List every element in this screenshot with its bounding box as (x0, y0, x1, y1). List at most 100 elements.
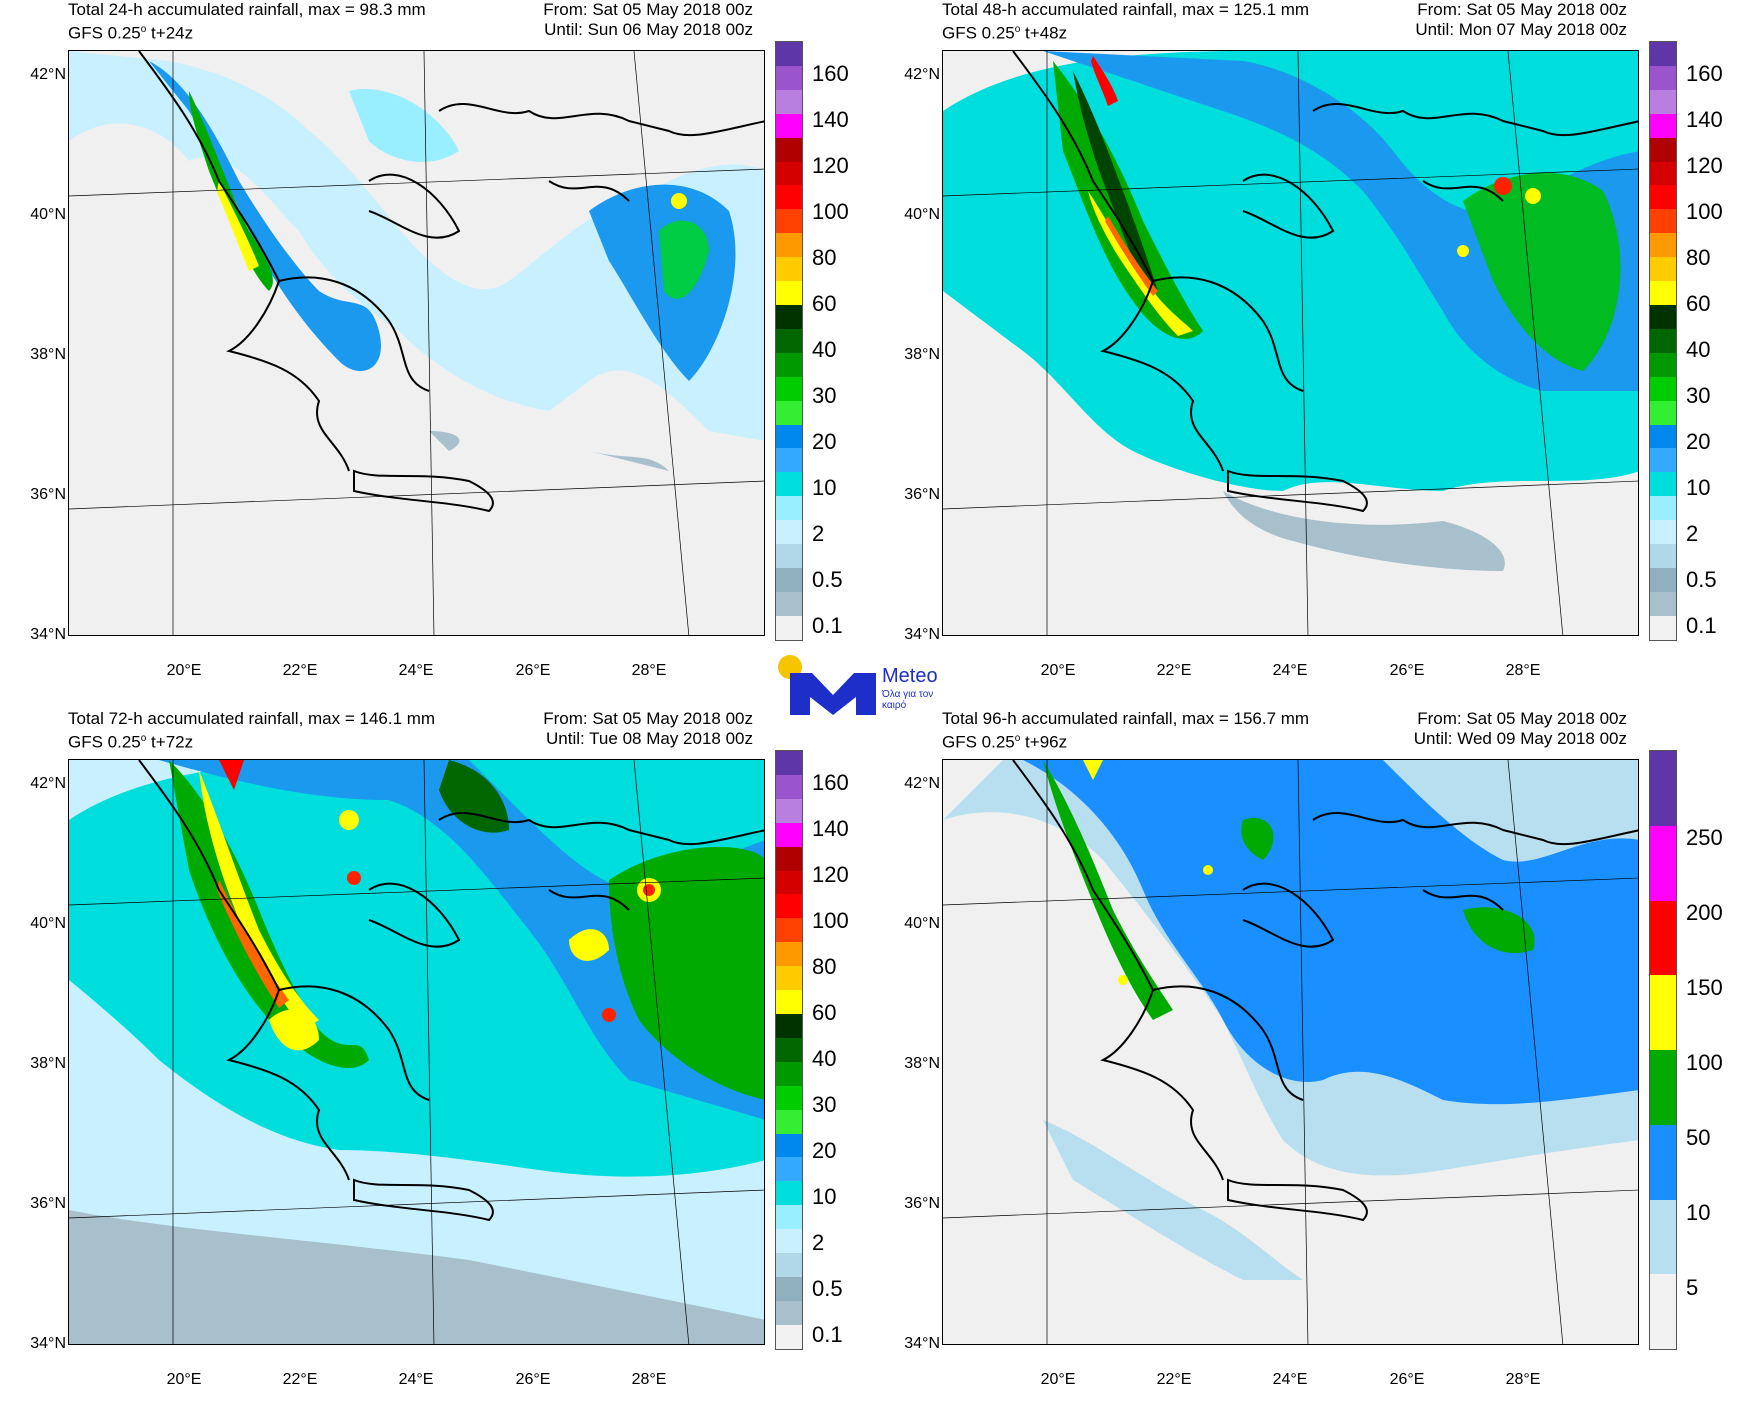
colorbar-swatch (1650, 113, 1676, 138)
meteo-m-icon (790, 673, 876, 715)
colorbar-swatch (776, 496, 802, 521)
colorbar-label: 0.5 (812, 567, 843, 592)
colorbar-swatch (776, 1253, 802, 1277)
model-label: GFS 0.25o t+72z (68, 732, 194, 752)
colorbar (775, 41, 803, 641)
lat-label: 42°N (904, 775, 940, 792)
colorbar-swatch (1650, 567, 1676, 592)
colorbar-swatch (776, 966, 802, 991)
lat-label: 38°N (904, 346, 940, 363)
lat-label: 40°N (30, 915, 66, 932)
lat-label: 42°N (30, 775, 66, 792)
panel-header-right: From: Sat 05 May 2018 00z Until: Mon 07 … (1415, 0, 1627, 40)
lon-label: 22°E (1156, 662, 1192, 679)
colorbar-swatch (776, 376, 802, 401)
colorbar-swatch (1650, 1199, 1676, 1275)
colorbar-swatch (1650, 304, 1676, 329)
colorbar-label: 10 (1686, 475, 1711, 500)
colorbar-swatch (1650, 89, 1676, 114)
colorbar-swatch (1650, 751, 1676, 826)
model-label: GFS 0.25o t+24z (68, 23, 194, 43)
colorbar-label: 80 (812, 954, 837, 979)
colorbar-swatch (1650, 1124, 1676, 1200)
lon-label: 22°E (282, 662, 318, 679)
colorbar-swatch (776, 846, 802, 871)
colorbar-label: 2 (1686, 521, 1699, 546)
colorbar-label: 160 (1686, 61, 1723, 86)
logo-tagline: Όλα για τον καιρό (882, 689, 934, 711)
colorbar-swatch (1650, 448, 1676, 473)
colorbar-label: 20 (812, 1138, 837, 1163)
panel-header-left: Total 24-h accumulated rainfall, max = 9… (68, 0, 426, 44)
colorbar-swatch (776, 1037, 802, 1062)
colorbar-label: 30 (1686, 383, 1711, 408)
colorbar-label: 140 (1686, 107, 1723, 132)
lon-label: 24°E (1272, 662, 1308, 679)
colorbar-swatch (776, 209, 802, 234)
colorbar-swatch (776, 233, 802, 258)
meteo-logo: Meteo Όλα για τον καιρό (778, 655, 948, 717)
colorbar-label: 150 (1686, 975, 1723, 1000)
colorbar-label: 2 (812, 1230, 825, 1255)
until-date: Until: Mon 07 May 2018 00z (1415, 20, 1627, 39)
colorbar-label: 120 (812, 862, 849, 887)
colorbar-label: 100 (812, 199, 849, 224)
lat-label: 34°N (904, 1335, 940, 1352)
colorbar-swatch (776, 1324, 802, 1349)
lat-label: 36°N (904, 486, 940, 503)
panel-header-right: From: Sat 05 May 2018 00z Until: Sun 06 … (543, 0, 753, 40)
colorbar-swatch (776, 65, 802, 90)
lat-label: 34°N (904, 626, 940, 643)
colorbar-swatch (776, 1300, 802, 1325)
colorbar-swatch (1650, 185, 1676, 210)
colorbar-swatch (776, 161, 802, 186)
colorbar-label: 20 (812, 429, 837, 454)
colorbar-swatch (1650, 591, 1676, 616)
until-date: Until: Tue 08 May 2018 00z (546, 729, 753, 748)
colorbar-swatch (776, 424, 802, 449)
lon-label: 20°E (1040, 662, 1076, 679)
rainfall-map (942, 50, 1639, 636)
from-date: From: Sat 05 May 2018 00z (543, 0, 753, 19)
colorbar-label: 120 (1686, 153, 1723, 178)
colorbar-label: 0.5 (1686, 567, 1717, 592)
colorbar-label: 30 (812, 1092, 837, 1117)
colorbar-swatch (776, 304, 802, 329)
colorbar-label: 2 (812, 521, 825, 546)
from-date: From: Sat 05 May 2018 00z (1417, 0, 1627, 19)
colorbar-label: 50 (1686, 1125, 1711, 1150)
lat-label: 34°N (30, 1335, 66, 1352)
lat-label: 36°N (904, 1195, 940, 1212)
colorbar (1649, 750, 1677, 1350)
colorbar-swatch (776, 1013, 802, 1038)
colorbar-swatch (1650, 900, 1676, 976)
colorbar-swatch (776, 544, 802, 568)
until-date: Until: Wed 09 May 2018 00z (1413, 729, 1627, 748)
rainfall-map (68, 50, 765, 636)
colorbar-swatch (1650, 825, 1676, 901)
lon-label: 26°E (515, 1371, 551, 1388)
colorbar-swatch (776, 400, 802, 425)
lat-label: 40°N (904, 915, 940, 932)
colorbar-label: 80 (812, 245, 837, 270)
colorbar-label: 10 (812, 475, 837, 500)
colorbar-swatch (776, 1229, 802, 1254)
lon-label: 24°E (398, 1371, 434, 1388)
colorbar-swatch (776, 822, 802, 847)
colorbar-swatch (1650, 520, 1676, 545)
colorbar-swatch (776, 1109, 802, 1134)
colorbar-label: 60 (812, 291, 837, 316)
colorbar (775, 750, 803, 1350)
colorbar-swatch (1650, 472, 1676, 497)
colorbar-swatch (776, 1157, 802, 1182)
colorbar-label: 0.1 (812, 613, 843, 638)
colorbar-swatch (776, 1133, 802, 1158)
colorbar-swatch (776, 185, 802, 210)
colorbar-swatch (776, 113, 802, 138)
colorbar-swatch (776, 137, 802, 162)
panel-24h: Total 24-h accumulated rainfall, max = 9… (0, 0, 873, 695)
colorbar-swatch (776, 918, 802, 943)
lat-label: 36°N (30, 1195, 66, 1212)
colorbar-label: 160 (812, 61, 849, 86)
colorbar-swatch (1650, 257, 1676, 282)
